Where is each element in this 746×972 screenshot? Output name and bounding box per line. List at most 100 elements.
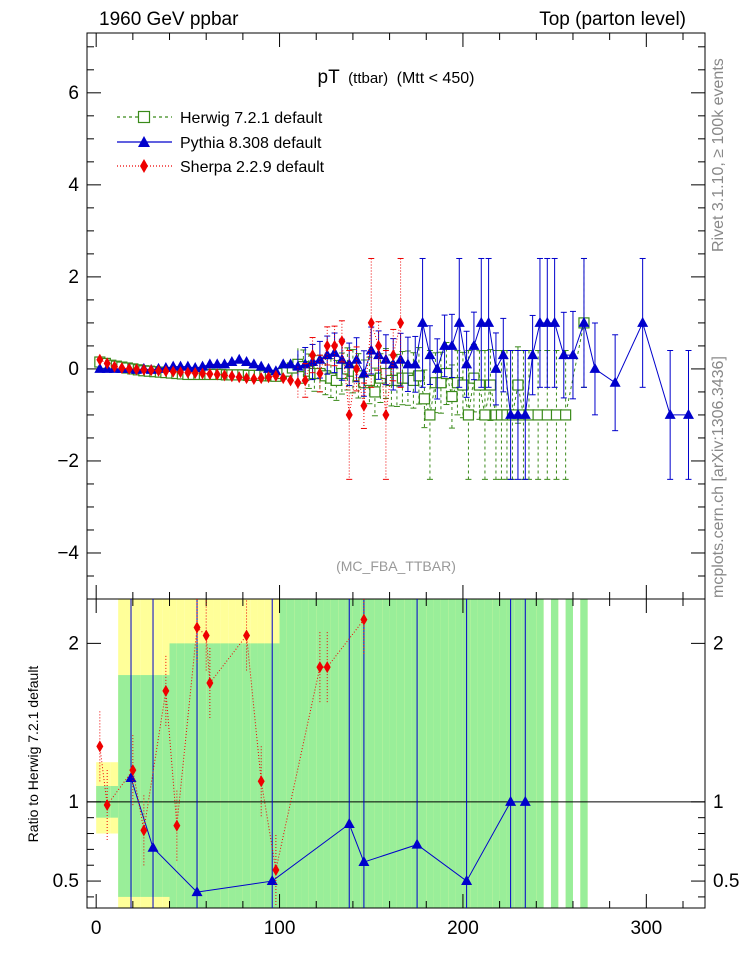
- ratio-y-tick-label-right: 2: [713, 633, 724, 654]
- data-point-pythia: [512, 408, 524, 419]
- ratio-point-sherpa: [129, 764, 137, 777]
- data-point-herwig: [418, 393, 431, 405]
- data-point-pythia: [439, 339, 451, 350]
- data-point-herwig: [462, 409, 475, 421]
- band-inner: [176, 643, 185, 908]
- y-tick-label: −2: [57, 451, 79, 472]
- ratio-point-sherpa: [323, 661, 331, 674]
- data-point-sherpa: [316, 367, 324, 380]
- band-inner: [235, 643, 243, 908]
- data-point-sherpa: [133, 363, 141, 376]
- data-point-herwig: [440, 367, 453, 380]
- data-point-pythia: [468, 339, 480, 350]
- legend-marker-pythia: [138, 136, 150, 147]
- band-inner: [338, 599, 346, 908]
- band-inner: [228, 643, 236, 908]
- data-point-pythia: [490, 362, 502, 373]
- band-inner: [550, 599, 559, 908]
- data-point-sherpa: [367, 316, 375, 329]
- data-point-pythia: [417, 316, 429, 327]
- y-tick-label: 0: [68, 359, 79, 380]
- data-point-sherpa: [206, 367, 214, 380]
- chart-title: pT (ttbar) (Mtt < 450): [318, 67, 475, 88]
- data-point-sherpa: [353, 362, 361, 375]
- data-point-sherpa: [118, 361, 126, 374]
- band-inner: [418, 599, 427, 908]
- data-point-sherpa: [199, 367, 207, 380]
- data-point-sherpa: [162, 365, 170, 378]
- data-point-pythia: [336, 353, 348, 364]
- data-point-pythia: [664, 408, 676, 419]
- legend-item-sherpa: Sherpa 2.2.9 default: [117, 159, 325, 176]
- data-point-herwig: [550, 409, 563, 421]
- data-point-pythia: [431, 362, 443, 373]
- ratio-line-pythia: [130, 777, 526, 893]
- ratio-bands: [96, 599, 588, 908]
- ratio-point-sherpa: [162, 684, 170, 697]
- band-inner: [308, 599, 317, 908]
- data-point-pythia: [519, 408, 531, 419]
- data-point-pythia: [453, 316, 465, 327]
- x-tick-labels: 0 100 200 300: [91, 918, 662, 939]
- data-point-sherpa: [213, 368, 221, 381]
- data-point-pythia: [380, 353, 392, 364]
- band-inner: [477, 599, 485, 908]
- data-point-herwig: [369, 386, 381, 398]
- y-tick-label: 4: [68, 175, 79, 196]
- data-point-sherpa: [235, 371, 243, 384]
- data-point-sherpa: [389, 349, 397, 362]
- data-point-pythia: [505, 408, 517, 419]
- ratio-point-pythia: [191, 886, 203, 897]
- data-point-sherpa: [287, 374, 295, 387]
- rivet-label: Rivet 3.1.10, ≥ 100k events: [710, 58, 727, 252]
- data-point-herwig: [560, 409, 572, 421]
- data-point-sherpa: [279, 372, 287, 385]
- mcplots-label: mcplots.cern.ch [arXiv:1306.3436]: [710, 356, 727, 598]
- band-inner: [301, 599, 309, 908]
- data-point-pythia: [255, 360, 267, 371]
- main-grid: −4 −2 0 2 4 6: [57, 33, 705, 599]
- data-point-herwig: [446, 390, 458, 403]
- data-point-pythia: [446, 339, 458, 350]
- header-left: 1960 GeV ppbar: [99, 9, 239, 30]
- data-point-sherpa: [265, 371, 273, 384]
- ratio-panel: 0.5 0.5 1 1 2 2 Ratio to Herwig 7.2.1 default: [25, 598, 739, 909]
- legend-marker-herwig: [137, 110, 151, 124]
- legend-label-herwig: Herwig 7.2.1 default: [180, 110, 323, 127]
- data-point-pythia: [204, 358, 216, 369]
- data-point-pythia: [277, 358, 289, 369]
- band-inner: [206, 643, 214, 908]
- data-point-sherpa: [257, 372, 265, 385]
- chart-title-sub: (ttbar): [348, 70, 388, 87]
- data-point-sherpa: [331, 339, 339, 352]
- data-point-pythia: [248, 358, 260, 369]
- band-inner: [154, 675, 163, 897]
- ratio-point-pythia: [358, 856, 370, 867]
- ratio-y-tick-label-left: 2: [68, 633, 79, 654]
- data-point-herwig: [532, 409, 544, 421]
- ratio-point-sherpa: [173, 819, 181, 832]
- data-point-pythia: [527, 349, 539, 360]
- band-inner: [242, 643, 251, 908]
- data-point-herwig: [457, 379, 469, 391]
- ratio-point-pythia: [343, 818, 355, 829]
- band-inner: [140, 675, 148, 897]
- band-inner: [294, 599, 302, 908]
- data-point-sherpa: [169, 365, 177, 378]
- ratio-point-sherpa: [360, 613, 368, 626]
- band-inner: [440, 599, 449, 908]
- band-inner: [147, 675, 155, 897]
- data-point-pythia: [182, 360, 194, 371]
- ratio-y-tick-label-right: 1: [713, 792, 724, 813]
- band-inner: [426, 599, 434, 908]
- data-point-sherpa: [221, 369, 229, 382]
- band-inner: [374, 599, 383, 908]
- legend-item-pythia: Pythia 8.308 default: [117, 135, 322, 152]
- band-inner: [323, 599, 331, 908]
- ratio-point-pythia: [147, 841, 159, 852]
- data-point-sherpa: [309, 349, 317, 362]
- ratio-point-sherpa: [272, 863, 280, 876]
- data-point-herwig: [541, 409, 553, 421]
- ratio-point-sherpa: [96, 740, 104, 753]
- band-inner: [286, 599, 295, 908]
